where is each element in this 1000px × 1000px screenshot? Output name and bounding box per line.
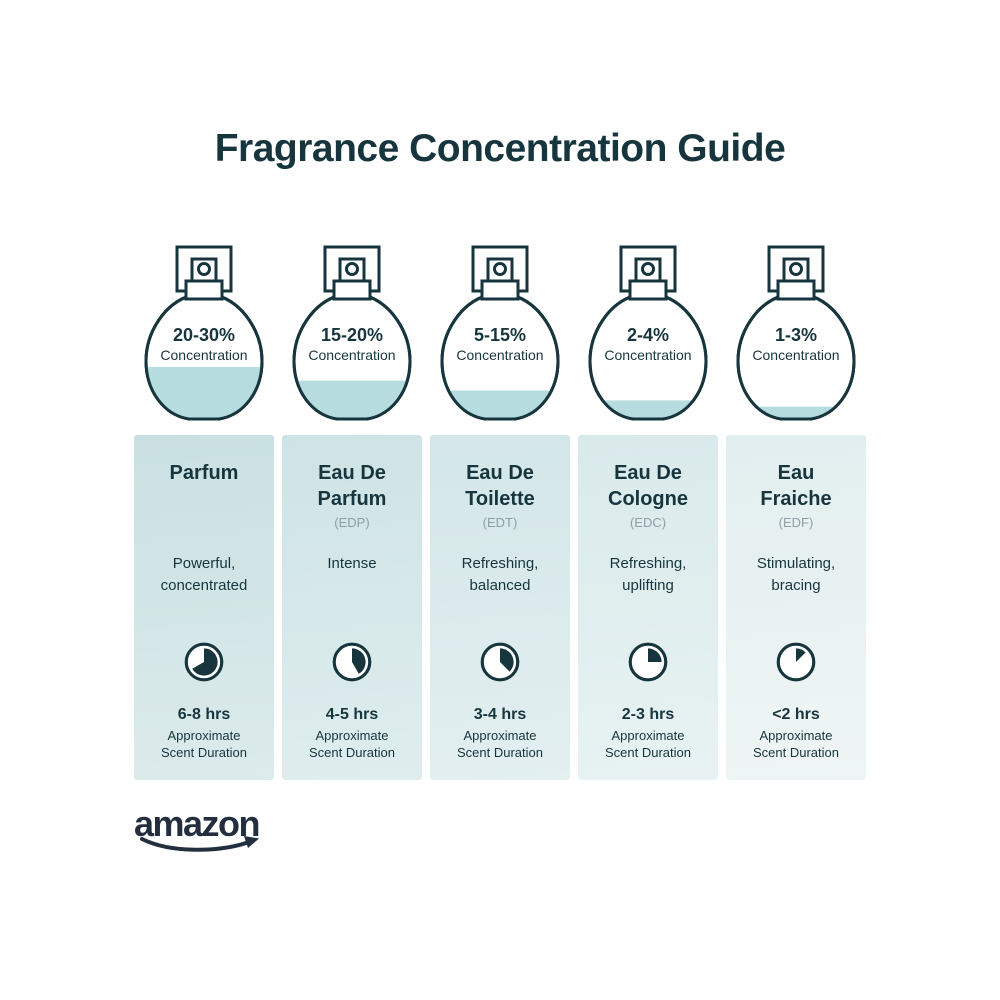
fragrance-abbr: (EDP) — [334, 514, 370, 530]
nozzle-icon — [197, 261, 211, 276]
card-eau-fraiche: Eau Fraiche (EDF) Stimulating, bracing <… — [726, 434, 866, 780]
perfume-bottle-edf: 1-3% Concentration — [736, 245, 856, 421]
nozzle-icon — [345, 261, 359, 276]
fragrance-description: Powerful, concentrated — [160, 555, 248, 594]
concentration-percent: 5-15% — [474, 325, 526, 345]
amazon-logo: amazon — [134, 802, 284, 854]
scent-duration-clock-icon — [480, 643, 520, 682]
card-eau-de-cologne: Eau De Cologne (EDC) Refreshing, uplifti… — [578, 434, 718, 780]
perfume-bottle-edt: 5-15% Concentration — [440, 245, 560, 421]
liquid-fill — [738, 406, 854, 419]
nozzle-icon — [789, 261, 803, 276]
hours-caption: Approximate Scent Duration — [457, 727, 543, 761]
hours-caption: Approximate Scent Duration — [605, 727, 691, 761]
fragrance-description: Refreshing, balanced — [461, 555, 539, 594]
fragrance-name: Parfum — [169, 461, 239, 484]
perfume-bottle-parfum: 20-30% Concentration — [144, 245, 264, 421]
fragrance-name: Eau Fraiche — [760, 461, 832, 510]
hours-value: 4-5 hrs — [325, 705, 379, 723]
perfume-bottle-edp: 15-20% Concentration — [292, 245, 412, 421]
scent-duration-clock-icon — [628, 643, 668, 682]
fragrance-abbr: (EDF) — [778, 514, 814, 530]
hours-caption: Approximate Scent Duration — [161, 727, 247, 761]
concentration-caption: Concentration — [456, 347, 543, 363]
hours-value: 2-3 hrs — [621, 705, 675, 723]
hours-value: <2 hrs — [772, 705, 820, 723]
scent-duration-clock-icon — [332, 643, 372, 682]
concentration-caption: Concentration — [308, 347, 395, 363]
bottles-row: 20-30% Concentration 15-20% Concentratio… — [134, 245, 866, 425]
hours-caption: Approximate Scent Duration — [309, 727, 395, 761]
hours-value: 3-4 hrs — [473, 705, 527, 723]
concentration-caption: Concentration — [604, 347, 691, 363]
liquid-fill — [146, 366, 262, 419]
card-eau-de-parfum: Eau De Parfum (EDP) Intense 4-5 hrs Appr… — [282, 434, 422, 780]
fragrance-cards-row: Parfum Powerful, concentrated 6-8 hrs Ap… — [134, 434, 866, 780]
perfume-bottle-edc: 2-4% Concentration — [588, 245, 708, 421]
fragrance-description: Stimulating, bracing — [756, 555, 836, 594]
concentration-caption: Concentration — [752, 347, 839, 363]
card-eau-de-toilette: Eau De Toilette (EDT) Refreshing, balanc… — [430, 434, 570, 780]
scent-duration-clock-icon — [776, 643, 816, 682]
fragrance-name: Eau De Cologne — [608, 461, 688, 510]
hours-caption: Approximate Scent Duration — [753, 727, 839, 761]
fragrance-name: Eau De Toilette — [465, 461, 535, 510]
page-title: Fragrance Concentration Guide — [214, 127, 786, 170]
nozzle-icon — [493, 261, 507, 276]
fragrance-description: Intense — [327, 555, 377, 572]
amazon-wordmark: amazon — [134, 802, 261, 844]
concentration-percent: 1-3% — [775, 325, 817, 345]
concentration-percent: 2-4% — [627, 325, 669, 345]
fragrance-abbr: (EDT) — [482, 514, 518, 530]
fragrance-abbr: (EDC) — [629, 514, 667, 530]
amazon-smile-icon — [140, 835, 259, 852]
hours-value: 6-8 hrs — [177, 705, 231, 723]
concentration-caption: Concentration — [160, 347, 247, 363]
scent-duration-clock-icon — [184, 643, 224, 682]
fragrance-description: Refreshing, uplifting — [609, 555, 687, 594]
fragrance-name: Eau De Parfum — [317, 461, 387, 510]
concentration-percent: 15-20% — [321, 325, 383, 345]
nozzle-icon — [641, 261, 655, 276]
concentration-percent: 20-30% — [173, 325, 235, 345]
card-parfum: Parfum Powerful, concentrated 6-8 hrs Ap… — [134, 434, 274, 780]
